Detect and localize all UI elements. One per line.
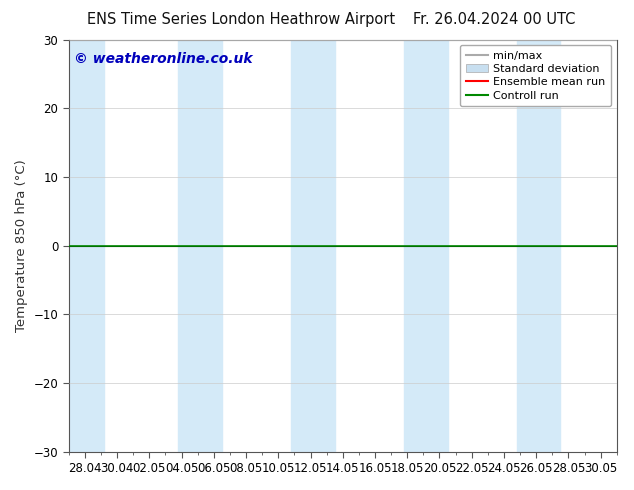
Text: © weatheronline.co.uk: © weatheronline.co.uk <box>74 52 253 66</box>
Bar <box>178 40 222 452</box>
Bar <box>517 40 560 452</box>
Y-axis label: Temperature 850 hPa (°C): Temperature 850 hPa (°C) <box>15 159 28 332</box>
Text: ENS Time Series London Heathrow Airport: ENS Time Series London Heathrow Airport <box>87 12 395 27</box>
Bar <box>404 40 448 452</box>
Bar <box>291 40 335 452</box>
Legend: min/max, Standard deviation, Ensemble mean run, Controll run: min/max, Standard deviation, Ensemble me… <box>460 45 611 106</box>
Text: Fr. 26.04.2024 00 UTC: Fr. 26.04.2024 00 UTC <box>413 12 576 27</box>
Bar <box>68 40 104 452</box>
